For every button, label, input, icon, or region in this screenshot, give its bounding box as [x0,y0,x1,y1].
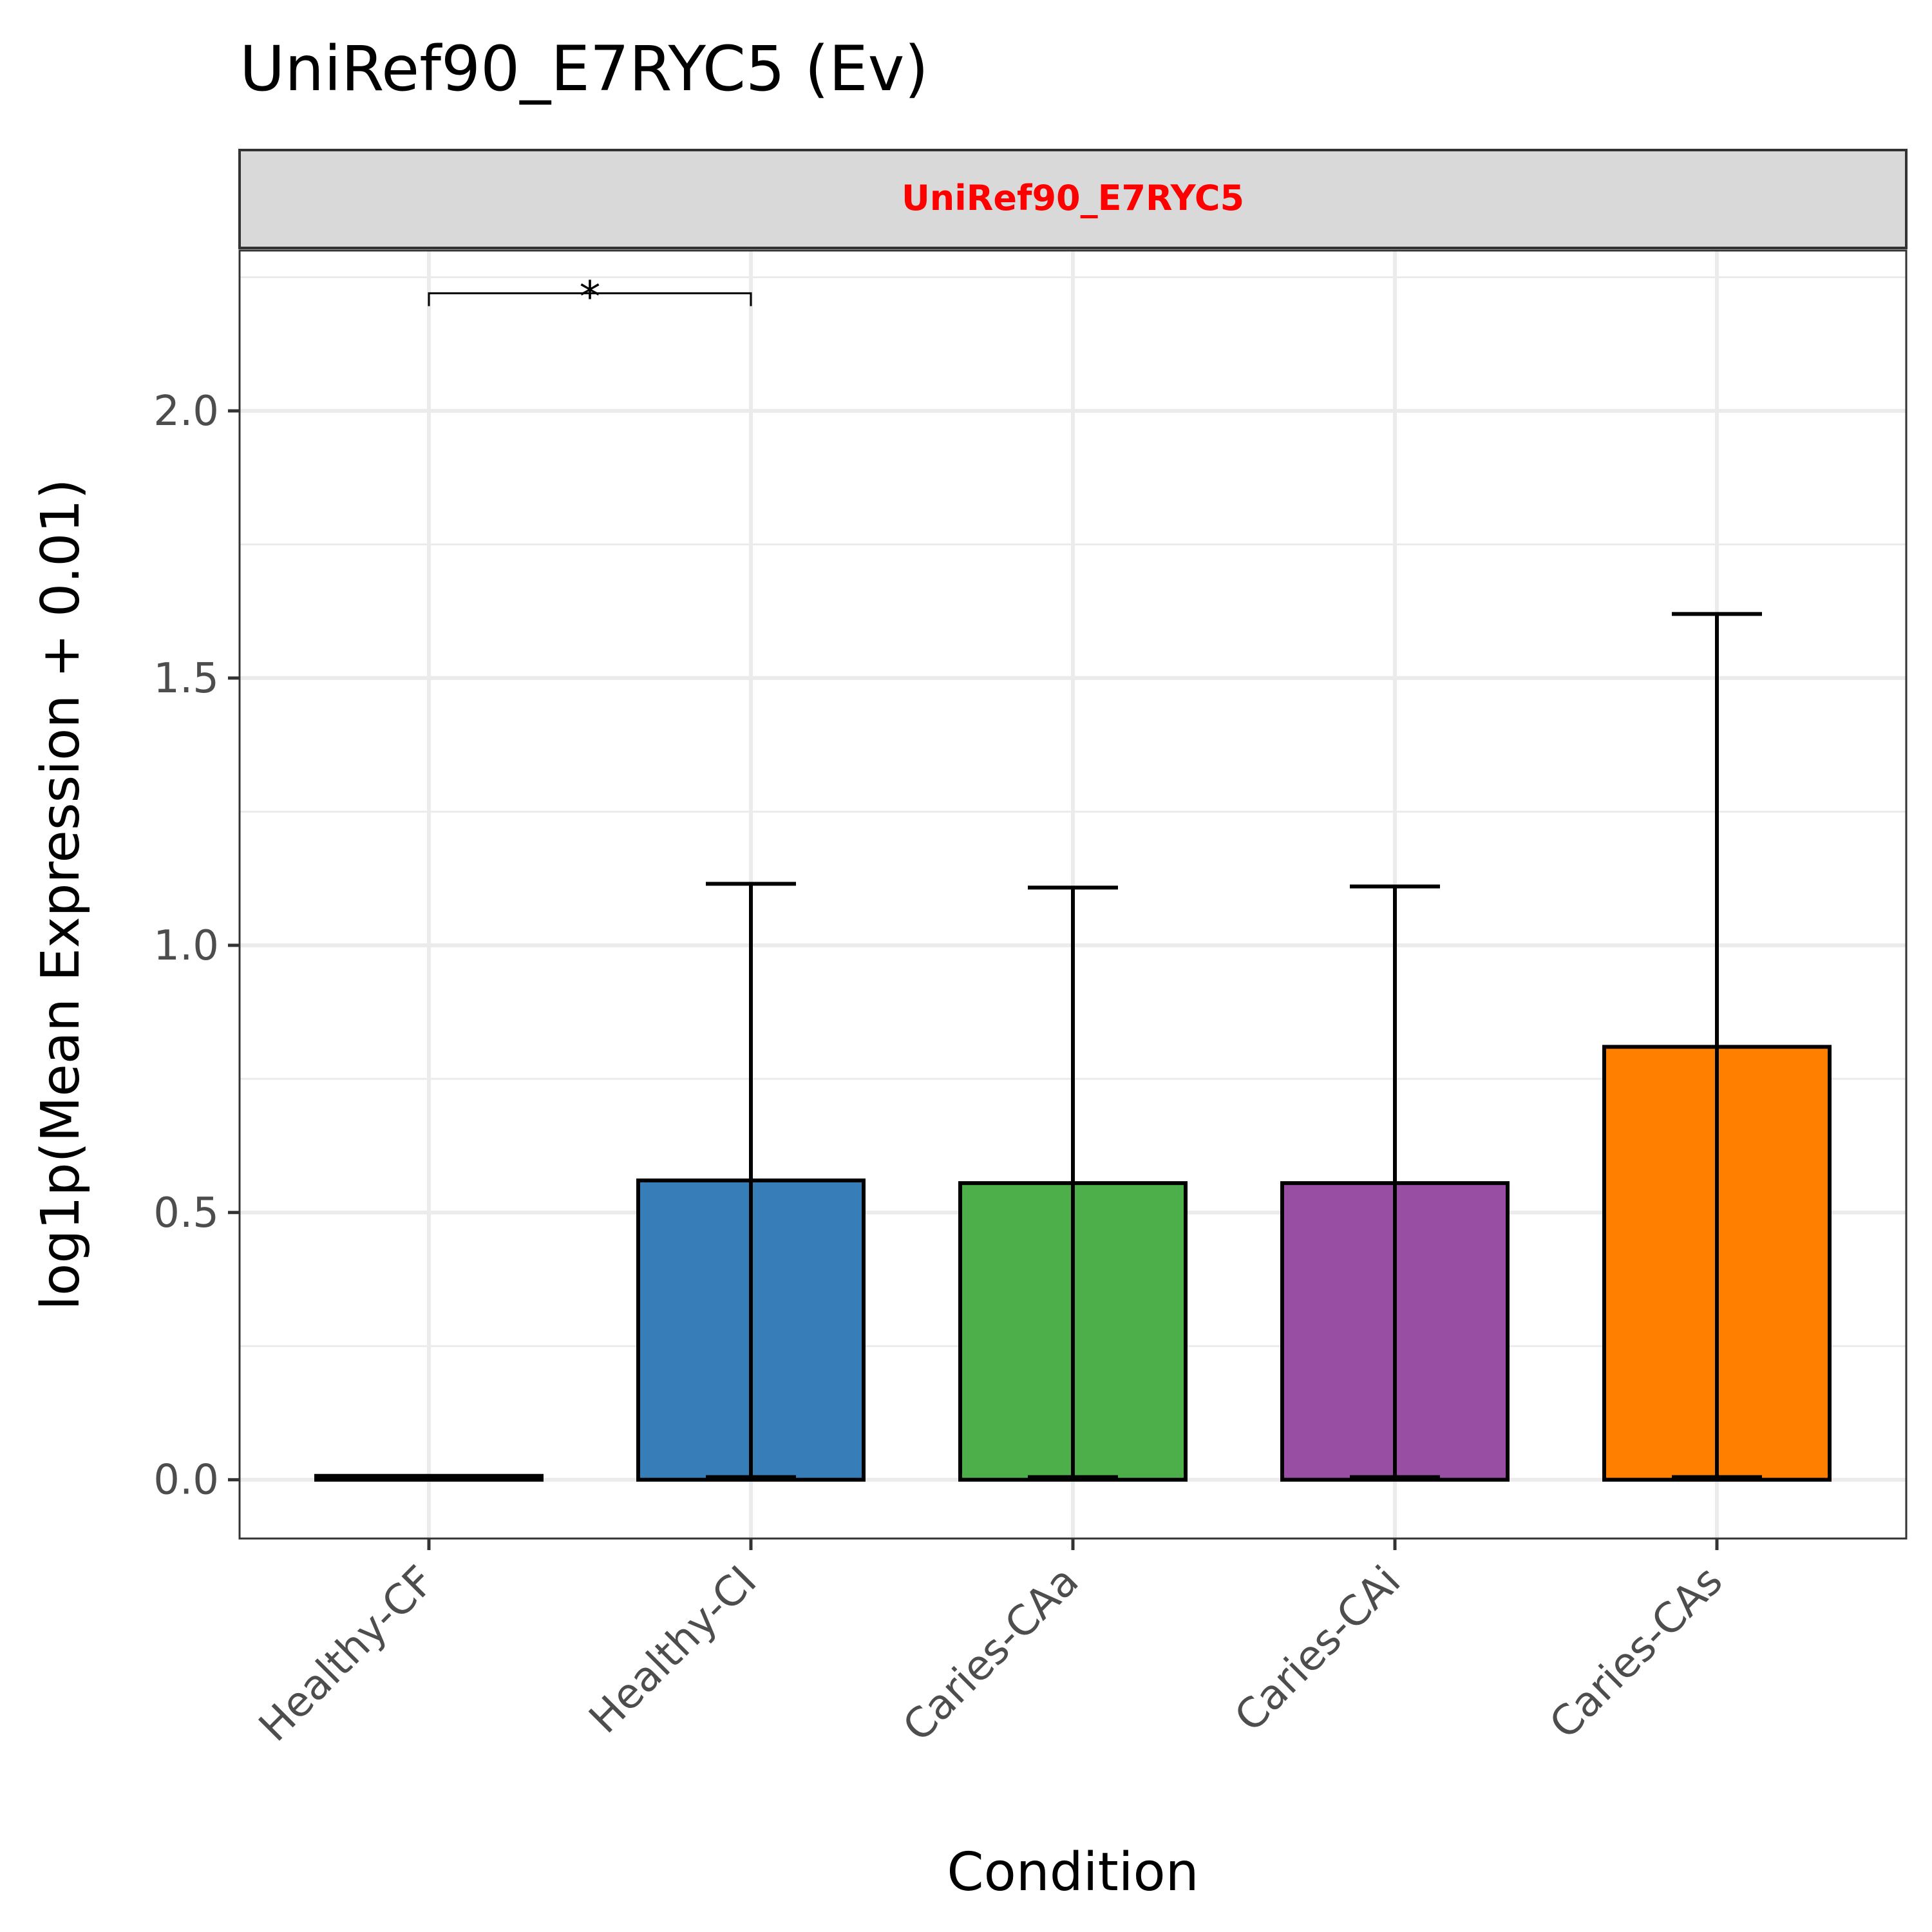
significance-label: * [580,272,601,321]
x-axis-title: Condition [947,1842,1198,1903]
facet-strip [238,149,1908,249]
x-tick-label: Healthy-CF [250,1557,444,1751]
x-tick-label: Caries-CAi [1226,1557,1410,1741]
significance-brackets: * [428,272,752,321]
error-bars [384,612,1762,1479]
x-tick-label: Caries-CAs [1541,1557,1732,1748]
significance-bracket [428,292,752,307]
x-tick-label: Caries-CAa [894,1557,1088,1751]
y-tick-label: 1.5 [153,655,219,703]
chart-title: UniRef90_E7RYC5 (Ev) [240,33,929,105]
x-tick-label: Healthy-CI [580,1557,766,1743]
facet-label: UniRef90_E7RYC5 [902,178,1244,218]
y-axis-title: log1p(Mean Expression + 0.01) [30,478,91,1310]
y-tick-label: 1.0 [153,922,219,970]
y-tick-label: 2.0 [153,388,219,435]
y-tick-label: 0.0 [153,1457,219,1504]
x-axis: Healthy-CF Healthy-CI Caries-CAa Caries-CAi… [250,1539,1732,1751]
y-tick-label: 0.5 [153,1189,219,1237]
y-axis: 0.0 0.5 1.0 1.5 2.0 [153,388,240,1504]
